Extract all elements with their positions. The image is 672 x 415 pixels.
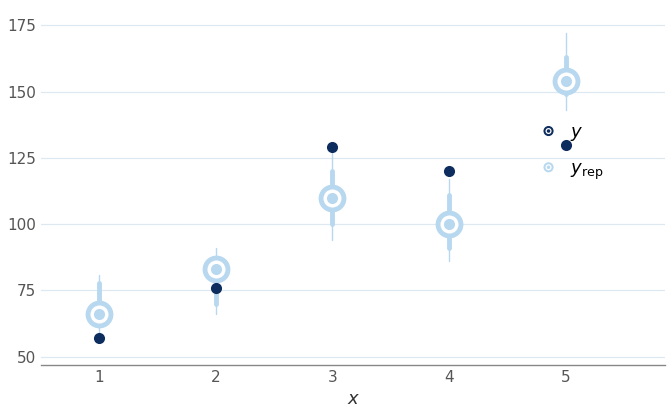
Legend: $y$, $y_{\mathregular{rep}}$: $y$, $y_{\mathregular{rep}}$ (530, 116, 611, 189)
X-axis label: x: x (347, 390, 358, 408)
